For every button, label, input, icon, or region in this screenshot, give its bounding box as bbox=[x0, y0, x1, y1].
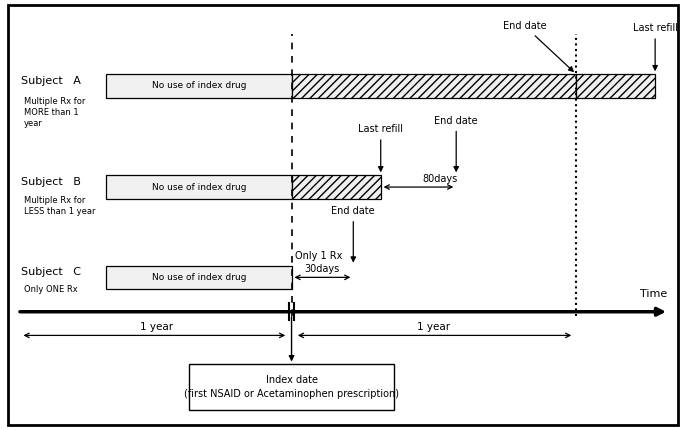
Text: 1 year: 1 year bbox=[417, 322, 451, 332]
Text: End date: End date bbox=[331, 206, 375, 261]
Text: Time: Time bbox=[639, 289, 667, 299]
Text: No use of index drug: No use of index drug bbox=[152, 183, 246, 191]
Text: No use of index drug: No use of index drug bbox=[152, 82, 246, 90]
Bar bbox=[292, 175, 381, 199]
Text: Multiple Rx for
MORE than 1
year: Multiple Rx for MORE than 1 year bbox=[24, 97, 85, 128]
Text: Subject   A: Subject A bbox=[21, 76, 80, 86]
Text: No use of index drug: No use of index drug bbox=[152, 273, 246, 282]
Text: 1 year: 1 year bbox=[139, 322, 173, 332]
Text: Last refill: Last refill bbox=[358, 124, 403, 171]
Text: Multiple Rx for
LESS than 1 year: Multiple Rx for LESS than 1 year bbox=[24, 196, 95, 216]
Text: Only 1 Rx: Only 1 Rx bbox=[295, 251, 342, 261]
Bar bbox=[576, 74, 655, 98]
Bar bbox=[106, 175, 292, 199]
Text: End date: End date bbox=[434, 116, 478, 171]
Text: 30days: 30days bbox=[305, 264, 340, 274]
Bar bbox=[106, 265, 292, 289]
Text: 80days: 80days bbox=[422, 174, 457, 184]
Bar bbox=[106, 74, 292, 98]
Bar bbox=[292, 74, 576, 98]
Bar bbox=[189, 365, 394, 409]
Text: Index date
(first NSAID or Acetaminophen prescription): Index date (first NSAID or Acetaminophen… bbox=[184, 375, 399, 399]
Text: Subject   C: Subject C bbox=[21, 267, 80, 277]
Text: Last refill: Last refill bbox=[632, 23, 678, 70]
Text: Only ONE Rx: Only ONE Rx bbox=[24, 285, 78, 294]
Text: End date: End date bbox=[503, 21, 573, 71]
Text: Subject   B: Subject B bbox=[21, 177, 80, 187]
